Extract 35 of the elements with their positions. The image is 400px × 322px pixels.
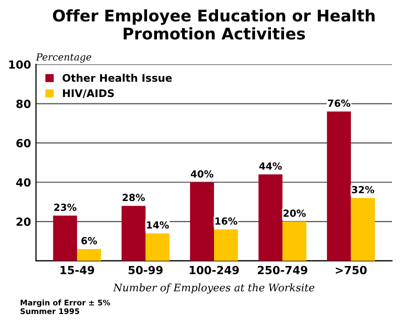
bar [350, 198, 375, 261]
y-axis-title: Percentage [36, 53, 92, 63]
legend-label: Other Health Issue [62, 74, 172, 82]
bar [53, 216, 78, 261]
data-label: 6% [81, 237, 97, 244]
y-tick-label: 100 [9, 60, 31, 69]
data-label: 14% [146, 221, 169, 229]
bar [190, 182, 214, 261]
x-tick-label: >750 [336, 266, 367, 274]
data-label: 16% [215, 217, 238, 225]
data-label: 23% [54, 204, 76, 211]
x-axis-title: Number of Employees at the Worksite [113, 283, 314, 294]
data-label: 76% [328, 100, 350, 107]
data-label: 20% [284, 210, 306, 217]
bar [122, 206, 146, 261]
data-label: 32% [352, 186, 374, 194]
x-tick-label: 15-49 [60, 266, 94, 274]
bar [282, 222, 306, 261]
bar [214, 229, 238, 261]
bar [146, 233, 170, 261]
x-tick-label: 250-749 [258, 266, 308, 274]
chart-title: Offer Employee Education or Health Promotion Activities [52, 9, 375, 40]
data-label: 40% [190, 170, 214, 178]
x-tick-label: 50-99 [128, 266, 163, 274]
data-label: 28% [122, 194, 145, 202]
bar [77, 249, 102, 261]
y-tick-label: 20 [16, 218, 31, 226]
legend-label: HIV/AIDS [63, 89, 114, 98]
bar [258, 174, 282, 261]
y-tick-label: 80 [16, 100, 31, 108]
bar [326, 112, 351, 261]
y-tick-label: 40 [16, 178, 31, 187]
data-label: 44% [259, 162, 282, 170]
y-tick-label: 60 [16, 138, 31, 148]
x-tick-label: 100-249 [190, 266, 239, 274]
